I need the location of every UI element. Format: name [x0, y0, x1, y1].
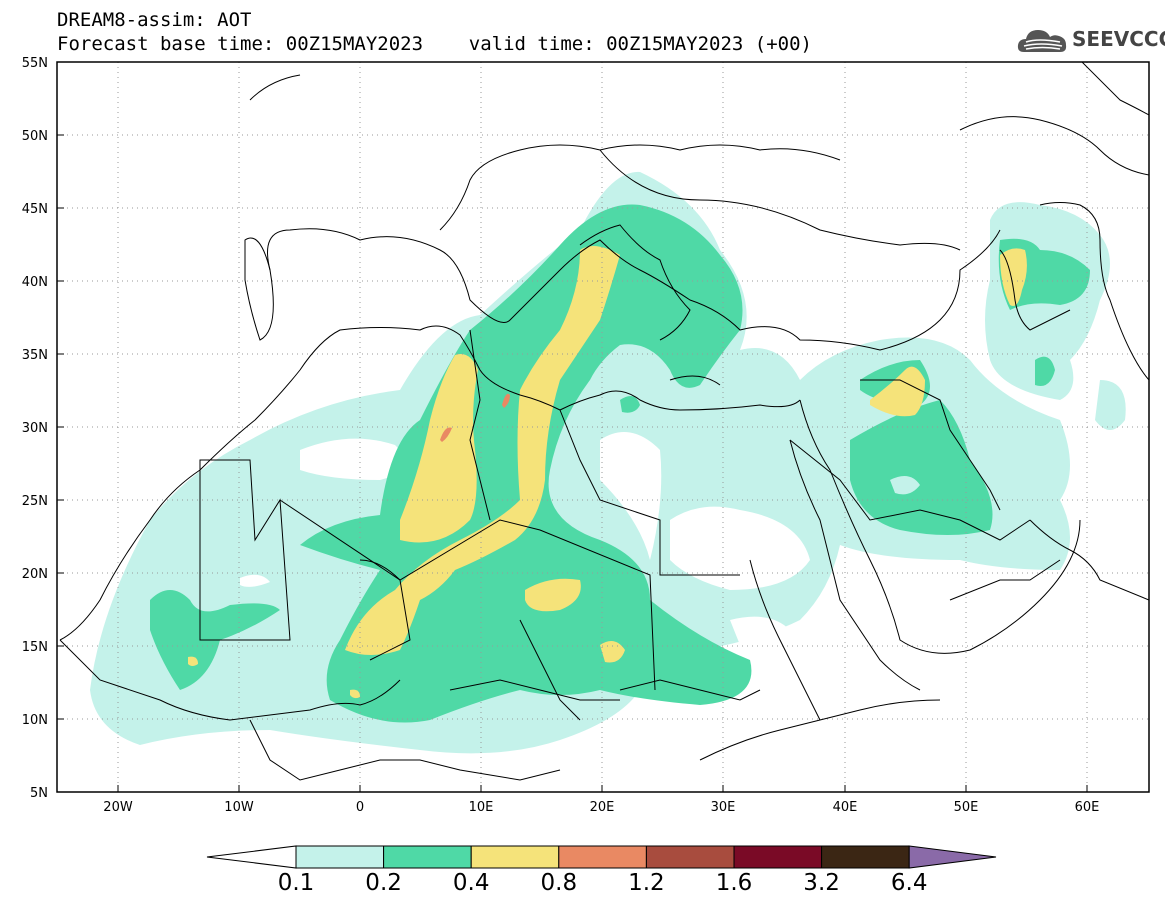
colorbar-under-arrow	[206, 845, 297, 869]
colorbar-swatch	[295, 845, 385, 869]
colorbar-swatch	[470, 845, 560, 869]
lon-label: 0	[356, 800, 364, 815]
colorbar-label: 0.2	[365, 870, 402, 896]
lat-label: 35N	[22, 348, 48, 363]
colorbar-swatch	[558, 845, 647, 869]
aot-gaps	[240, 432, 973, 662]
graticule	[57, 62, 1149, 792]
colorbar	[206, 845, 997, 869]
aot-gaps-lower	[890, 476, 920, 495]
colorbar-label: 0.8	[540, 870, 578, 896]
colorbar-swatch	[645, 845, 735, 869]
colorbar-label: 1.6	[715, 870, 753, 896]
colorbar-label: 3.2	[803, 870, 840, 896]
logo-text: SEEVCCC	[1072, 27, 1165, 51]
forecast-times: Forecast base time: 00Z15MAY2023 valid t…	[57, 33, 812, 55]
lat-label: 45N	[22, 202, 48, 217]
lon-label: 50E	[954, 800, 979, 815]
lon-label: 10W	[224, 800, 254, 815]
lat-label: 25N	[22, 494, 48, 509]
cloud-icon	[1017, 30, 1067, 52]
lat-label: 50N	[22, 129, 48, 144]
colorbar-label: 0.1	[277, 870, 315, 896]
colorbar-swatch	[821, 845, 910, 869]
lat-label: 55N	[22, 56, 48, 71]
coastlines-and-borders	[59, 62, 1149, 781]
lat-label: 20N	[22, 567, 48, 582]
lon-label: 30E	[711, 800, 736, 815]
colorbar-label: 6.4	[890, 870, 928, 896]
colorbar-label: 1.2	[628, 870, 665, 896]
aot-level-0-8	[440, 393, 510, 442]
latitude-labels: 55N 50N 45N 40N 35N 30N 25N 20N 15N 10N …	[22, 56, 48, 801]
aot-level-0-4	[188, 246, 1027, 699]
colorbar-swatch	[383, 845, 472, 869]
lon-label: 40E	[833, 800, 858, 815]
lat-label: 5N	[30, 786, 48, 801]
lat-label: 30N	[22, 421, 48, 436]
lat-label: 40N	[22, 275, 48, 290]
map-plot-area	[57, 62, 1149, 792]
lon-label: 10E	[469, 800, 494, 815]
seevccc-logo: SEEVCCC	[1016, 24, 1165, 58]
lat-label: 15N	[22, 640, 48, 655]
lon-label: 60E	[1075, 800, 1100, 815]
longitude-labels: 20W 10W 0 10E 20E 30E 40E 50E 60E	[103, 800, 1099, 815]
axis-ticks	[57, 61, 1088, 792]
colorbar-swatch	[733, 845, 823, 869]
colorbar-over-arrow	[908, 845, 997, 869]
lon-label: 20E	[590, 800, 615, 815]
map-title: DREAM8-assim: AOT	[57, 9, 252, 31]
colorbar-label: 0.4	[452, 870, 490, 896]
lon-label: 20W	[103, 800, 133, 815]
lat-label: 10N	[22, 713, 48, 728]
